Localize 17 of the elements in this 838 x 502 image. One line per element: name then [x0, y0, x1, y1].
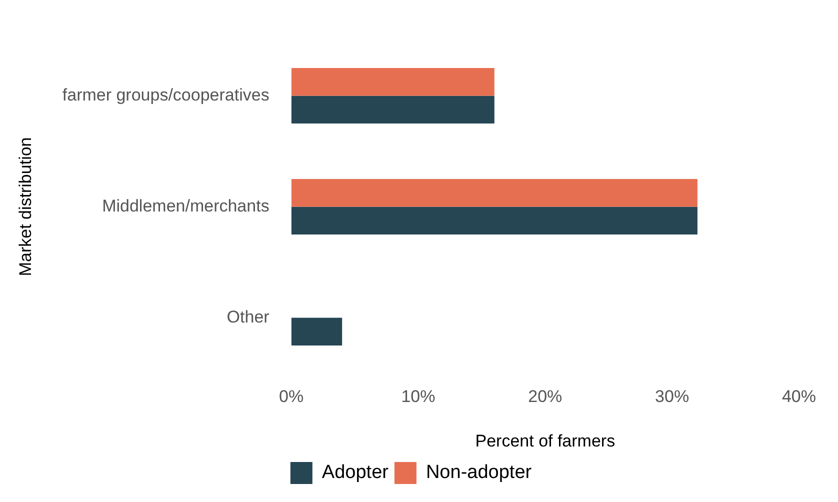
- bar: [291, 206, 698, 234]
- bar: [291, 68, 494, 96]
- legend-label: Non-adopter: [426, 462, 532, 484]
- x-axis-title: Percent of farmers: [475, 431, 616, 450]
- x-tick-label: 30%: [655, 387, 690, 406]
- legend-label: Adopter: [322, 462, 390, 484]
- x-tick-label: 0%: [279, 387, 304, 406]
- bar: [291, 96, 494, 124]
- bar: [291, 318, 342, 346]
- y-tick-label: Middlemen/merchants: [102, 196, 270, 216]
- x-tick-label: 40%: [782, 387, 816, 406]
- y-axis-title: Market distribution: [16, 137, 35, 276]
- y-tick-label: Other: [226, 307, 270, 326]
- x-tick-label: 10%: [401, 387, 436, 406]
- bar: [291, 178, 698, 207]
- x-tick-label: 20%: [528, 387, 562, 406]
- y-tick-label: farmer groups/cooperatives: [62, 85, 270, 104]
